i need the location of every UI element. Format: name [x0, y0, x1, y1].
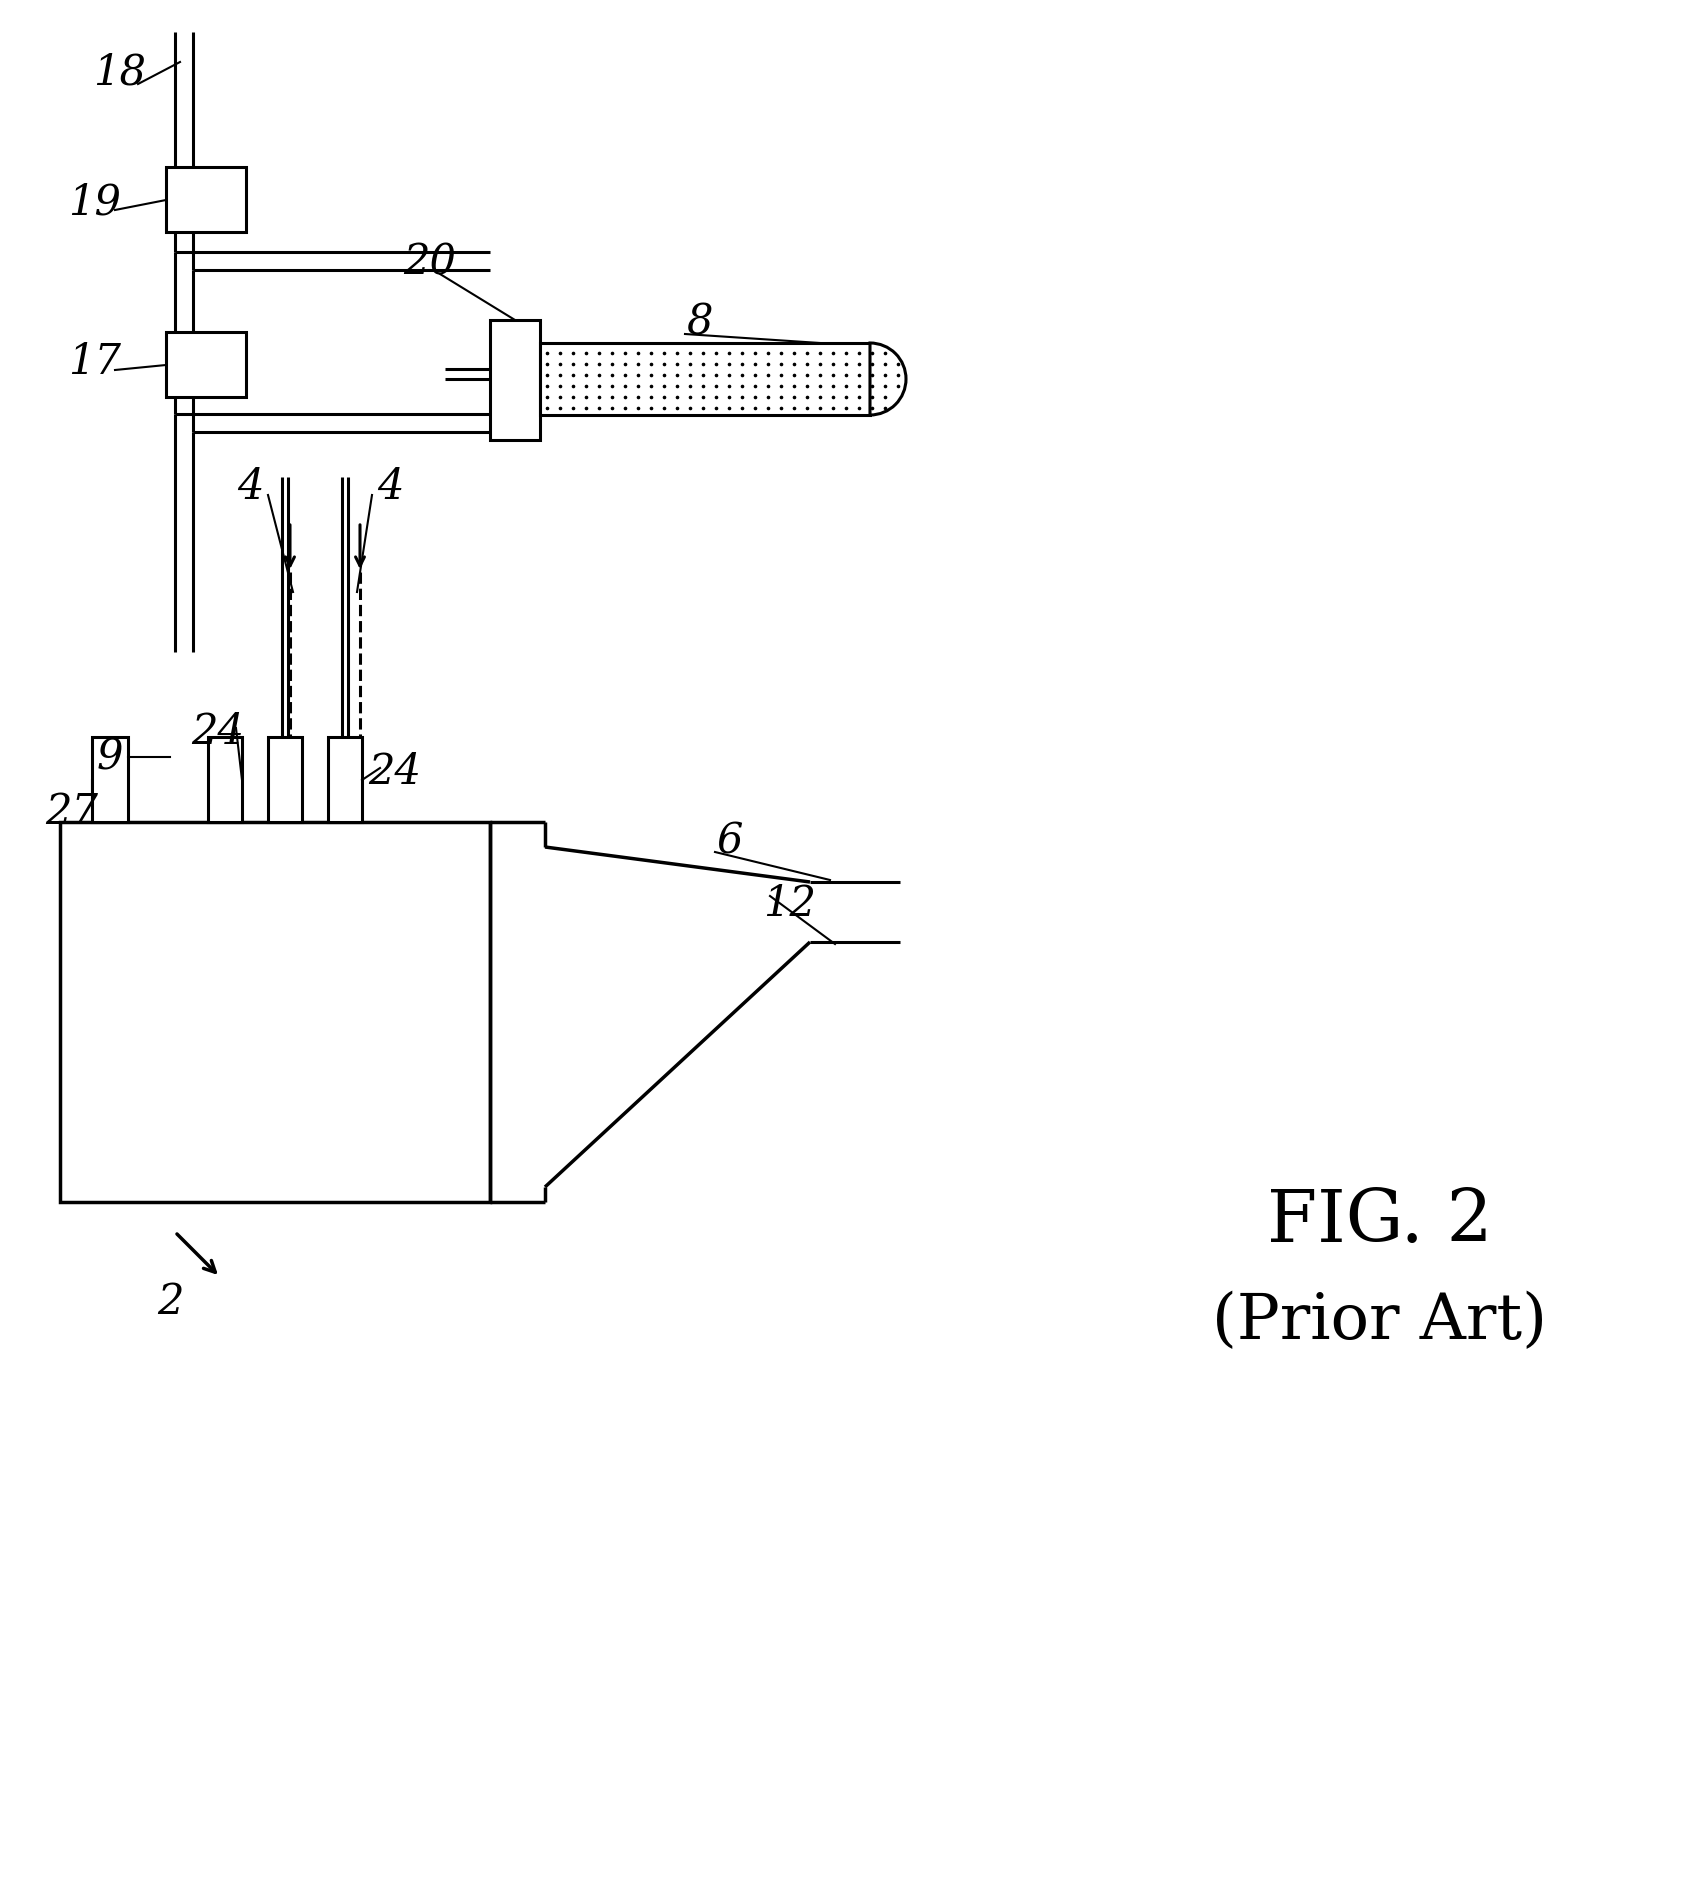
Text: (Prior Art): (Prior Art): [1211, 1291, 1547, 1352]
Wedge shape: [870, 342, 905, 415]
Text: 6: 6: [716, 822, 743, 864]
Bar: [540, 342, 870, 415]
Bar: [208, 736, 242, 822]
Text: 19: 19: [69, 181, 122, 223]
Text: 4: 4: [236, 466, 263, 508]
Bar: [490, 320, 540, 439]
Text: 8: 8: [686, 301, 713, 342]
Text: 17: 17: [69, 340, 122, 382]
Text: 4: 4: [377, 466, 404, 508]
Text: 12: 12: [763, 883, 816, 924]
Text: 9: 9: [96, 736, 123, 778]
Text: 20: 20: [404, 242, 456, 283]
Text: 24: 24: [368, 751, 421, 793]
Bar: [328, 736, 361, 822]
Text: FIG. 2: FIG. 2: [1267, 1187, 1491, 1257]
Text: 2: 2: [157, 1282, 182, 1324]
Text: 27: 27: [46, 791, 98, 833]
Text: 24: 24: [191, 711, 245, 753]
Text: 18: 18: [93, 51, 147, 93]
Bar: [166, 333, 247, 398]
Bar: [166, 167, 247, 232]
Bar: [61, 822, 490, 1202]
Bar: [91, 736, 128, 822]
Bar: [269, 736, 302, 822]
